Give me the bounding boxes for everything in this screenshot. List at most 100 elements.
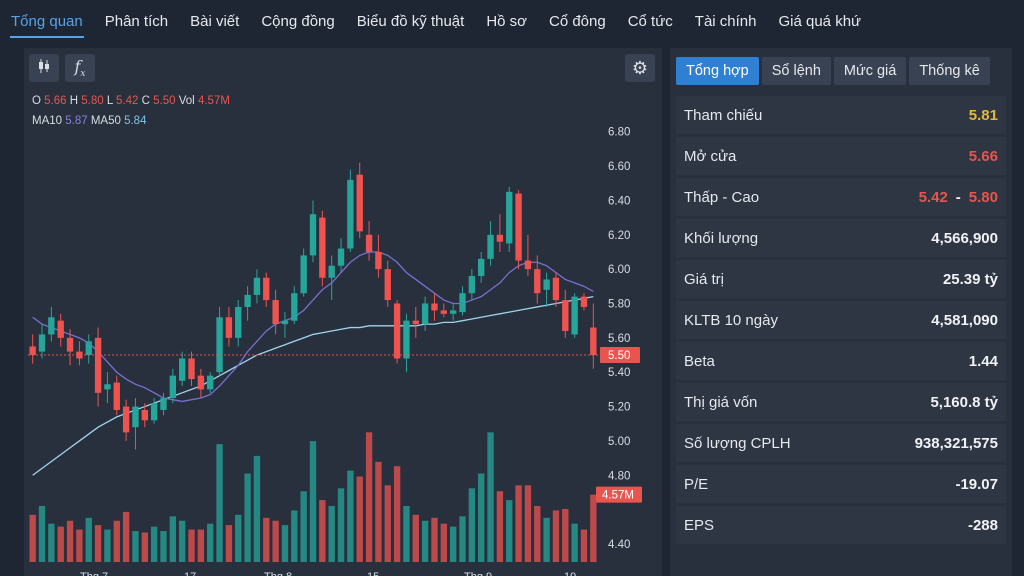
current-price-tag-label: 5.50 [608, 350, 630, 362]
volume-bar [291, 510, 298, 562]
candle-body [506, 191, 513, 244]
volume-bar [590, 494, 597, 562]
tab-overview[interactable]: Tổng quan [0, 0, 94, 42]
candle-body [38, 334, 46, 352]
volume-bar [188, 529, 195, 562]
tab-articles[interactable]: Bài viết [190, 12, 240, 30]
volume-bar [431, 517, 438, 562]
stats-list: Tham chiếu 5.81 Mở cửa 5.66 Thấp - Cao 5… [676, 96, 1006, 547]
volume-bar [160, 531, 167, 562]
candle-body [384, 269, 391, 301]
ma10-line [32, 251, 594, 403]
stat-value: 4,581,090 [931, 311, 998, 329]
candle-body [440, 310, 447, 314]
y-axis-tick-label: 4.40 [608, 539, 630, 551]
stat-value: 5,160.8 tỷ [930, 393, 998, 411]
indicator-button[interactable]: fx [65, 54, 95, 82]
volume-bar [328, 506, 335, 562]
volume-bar [421, 520, 429, 562]
candle-body [48, 317, 55, 335]
y-axis-tick-label: 5.40 [608, 367, 630, 379]
y-axis-tick-label: 6.00 [608, 264, 630, 276]
candle-body [431, 303, 438, 311]
current-volume-tag [596, 486, 642, 503]
candle-body [141, 410, 148, 421]
volume-bar [253, 455, 261, 562]
candlestick-chart[interactable]: 6.80 6.60 6.40 6.20 6.00 5.80 5.60 5.40 5.20 5.00… [24, 48, 662, 576]
candle-body [94, 337, 102, 393]
y-axis-tick-label: 6.20 [608, 230, 630, 242]
volume-bar [235, 514, 242, 562]
tab-dividends[interactable]: Cổ tức [627, 12, 673, 30]
candle-body [375, 251, 382, 270]
candle-body [29, 346, 36, 356]
volume-bar [449, 526, 457, 562]
volume-bar [440, 523, 447, 562]
volume-bar [309, 441, 317, 562]
stat-reference-price: Tham chiếu 5.81 [676, 96, 1006, 134]
gear-icon: ⚙ [631, 57, 649, 78]
candle-body [524, 260, 532, 270]
tab-profile[interactable]: Hồ sơ [486, 12, 527, 30]
x-axis-tick-label: Thg 7 [80, 571, 108, 576]
tab-shareholders[interactable]: Cổ đông [549, 12, 606, 30]
volume-bar [506, 500, 513, 562]
candle-body [225, 317, 233, 338]
stat-eps: EPS -288 [676, 506, 1006, 544]
tab-order-book[interactable]: Sổ lệnh [761, 57, 831, 85]
candle-body [412, 320, 419, 325]
volume-bar [580, 529, 588, 562]
volume-bar [468, 488, 476, 562]
candle-body [300, 255, 307, 294]
tab-technical-chart[interactable]: Biểu đồ kỹ thuật [356, 12, 465, 30]
volume-bar [393, 466, 401, 562]
tab-price-history[interactable]: Giá quá khứ [778, 12, 862, 30]
stat-label: KLTB 10 ngày [684, 311, 778, 329]
volume-bar [169, 516, 177, 562]
stat-label: Giá trị [684, 270, 725, 288]
tab-statistics[interactable]: Thống kê [909, 57, 990, 85]
candle-body [179, 358, 186, 381]
tab-summary[interactable]: Tổng hợp [676, 57, 759, 85]
volume-bar [263, 517, 270, 562]
stat-open-price: Mở cửa 5.66 [676, 137, 1006, 175]
volume-bar [225, 525, 233, 562]
candle-body [244, 294, 251, 307]
stat-trade-value: Giá trị 25.39 tỷ [676, 260, 1006, 298]
tab-price-levels[interactable]: Mức giá [833, 57, 907, 85]
x-axis-tick-label: 17 [184, 571, 196, 576]
candle-type-button[interactable] [29, 54, 59, 82]
stat-label: Mở cửa [684, 147, 737, 165]
candle-body [309, 214, 317, 256]
volume-bar [300, 491, 307, 562]
stat-range-values: 5.42 - 5.80 [919, 189, 998, 206]
candle-body [132, 406, 139, 428]
stat-avg-volume-10d: KLTB 10 ngày 4,581,090 [676, 301, 1006, 339]
y-axis-tick-label: 6.60 [608, 161, 630, 173]
stat-value: 4,566,900 [931, 229, 998, 247]
volume-bar [281, 525, 289, 562]
volume-bar [57, 526, 64, 562]
volume-bar [197, 529, 205, 562]
candle-body [122, 406, 130, 433]
tab-analysis[interactable]: Phân tích [104, 12, 169, 30]
volume-bar [496, 491, 504, 562]
volume-bar [113, 520, 120, 562]
candle-body [319, 217, 326, 278]
tab-financials[interactable]: Tài chính [694, 12, 757, 30]
stat-shares-outstanding: Số lượng CPLH 938,321,575 [676, 424, 1006, 462]
tab-community[interactable]: Cộng đồng [261, 12, 335, 30]
volume-bar [150, 526, 158, 562]
ohlc-legend: O 5.66 H 5.80 L 5.42 C 5.50 Vol 4.57M [32, 95, 230, 107]
stat-label: EPS [684, 516, 715, 534]
volume-bar [384, 485, 391, 562]
candle-body [113, 382, 120, 410]
y-axis-tick-label: 4.80 [608, 470, 630, 482]
chart-settings-button[interactable]: ⚙ [625, 54, 655, 82]
stat-market-cap: Thị giá vốn 5,160.8 tỷ [676, 383, 1006, 421]
volume-bar [524, 485, 532, 562]
candle-body [337, 248, 345, 266]
candle-body [515, 193, 522, 261]
y-axis-tick-label: 5.00 [608, 436, 630, 448]
x-axis-tick-label: Thg 8 [264, 571, 292, 576]
